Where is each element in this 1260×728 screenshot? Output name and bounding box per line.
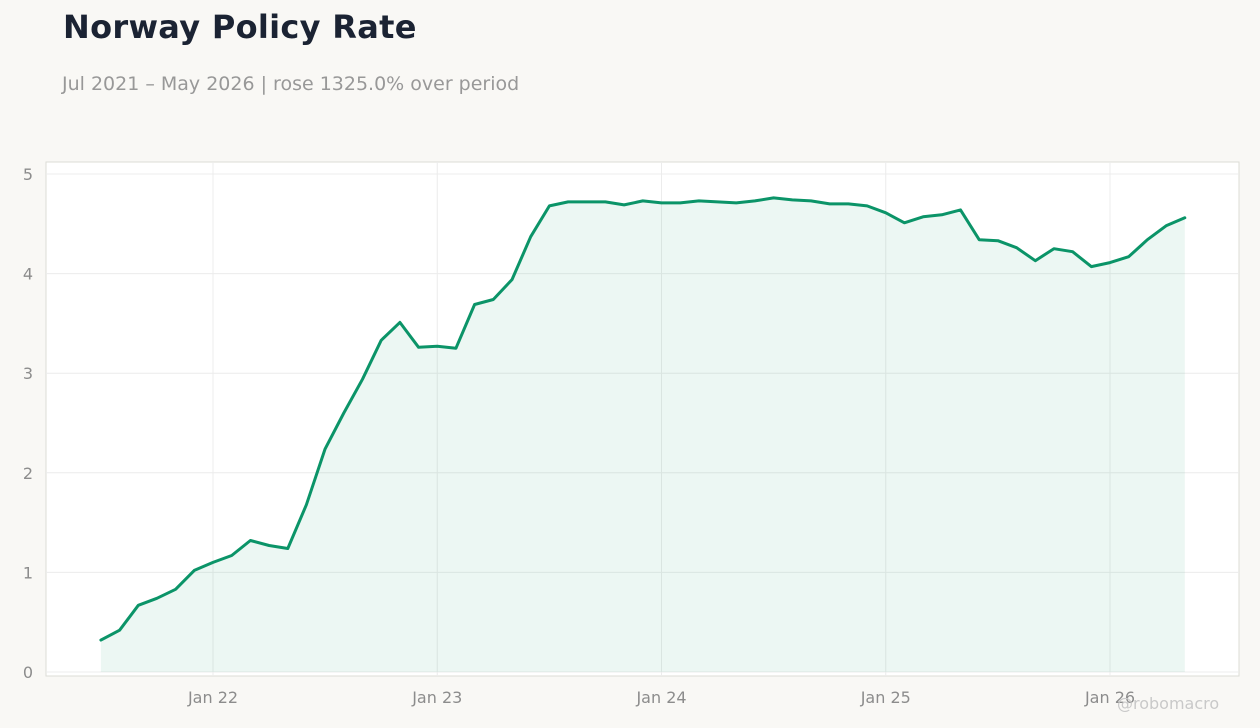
y-tick-label: 4: [23, 265, 33, 284]
chart-subtitle: Jul 2021 – May 2026 | rose 1325.0% over …: [62, 73, 520, 95]
x-tick-label: Jan 24: [635, 688, 686, 707]
y-axis-ticks: 0 1 2 3 4 5: [23, 165, 33, 682]
y-tick-label: 2: [23, 464, 33, 483]
watermark: @robomacro: [1117, 694, 1220, 713]
y-tick-label: 5: [23, 165, 33, 184]
grid-lines: [46, 162, 1239, 676]
chart-title: Norway Policy Rate: [63, 8, 417, 46]
series-area: [100, 197, 1185, 672]
y-tick-label: 1: [23, 563, 33, 582]
x-tick-label: Jan 23: [411, 688, 462, 707]
plot-area: [45, 161, 1240, 677]
line-layer: [99, 196, 1187, 642]
x-tick-label: Jan 26: [1084, 688, 1135, 707]
series-line: [99, 196, 1187, 642]
x-tick-label: Jan 22: [187, 688, 238, 707]
area-layer: [100, 197, 1185, 672]
y-tick-label: 3: [23, 364, 33, 383]
x-axis-ticks: Jan 22 Jan 23 Jan 24 Jan 25 Jan 26: [187, 688, 1135, 707]
x-tick-label: Jan 25: [860, 688, 911, 707]
y-tick-label: 0: [23, 663, 33, 682]
